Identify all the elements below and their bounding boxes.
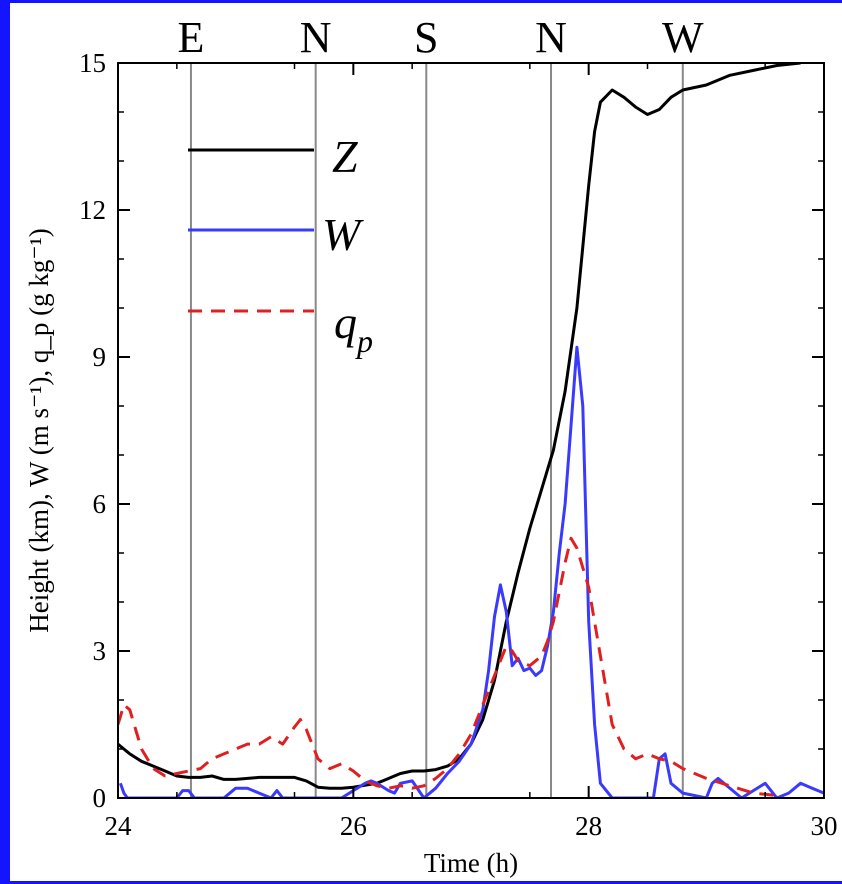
y-tick-label: 6 (93, 489, 107, 519)
legend-label-qp: qp (334, 297, 373, 359)
direction-label: N (300, 13, 332, 62)
x-tick-label: 28 (575, 811, 602, 841)
x-axis-label: Time (h) (424, 848, 518, 878)
legend-label-Z: Z (332, 131, 358, 182)
y-tick-label: 15 (79, 48, 106, 78)
plot-area-frame (117, 62, 825, 799)
y-tick-label: 3 (93, 636, 107, 666)
series-line-Z (118, 63, 801, 790)
x-tick-label: 24 (105, 811, 133, 841)
direction-label: S (414, 13, 438, 62)
series-line-qp (118, 536, 778, 797)
x-tick-label: 30 (811, 811, 838, 841)
x-tick-label: 26 (340, 811, 367, 841)
y-axis-label: Height (km), W (m s⁻¹), q_p (g kg⁻¹) (24, 228, 54, 632)
y-tick-label: 12 (79, 195, 106, 225)
axis-ticks: 0 3 6 9 12 15 24 26 28 30 Height (km), W (m s⁻¹), … (24, 48, 838, 841)
direction-label: N (535, 13, 567, 62)
direction-label: W (662, 13, 704, 62)
y-tick-label: 0 (93, 783, 107, 813)
direction-label: E (178, 13, 205, 62)
y-tick-label: 9 (93, 342, 107, 372)
series-layer (118, 63, 824, 798)
direction-marker-lines: E N S N W (178, 13, 704, 798)
series-line-W (118, 345, 824, 798)
legend-label-W: W (322, 209, 364, 260)
